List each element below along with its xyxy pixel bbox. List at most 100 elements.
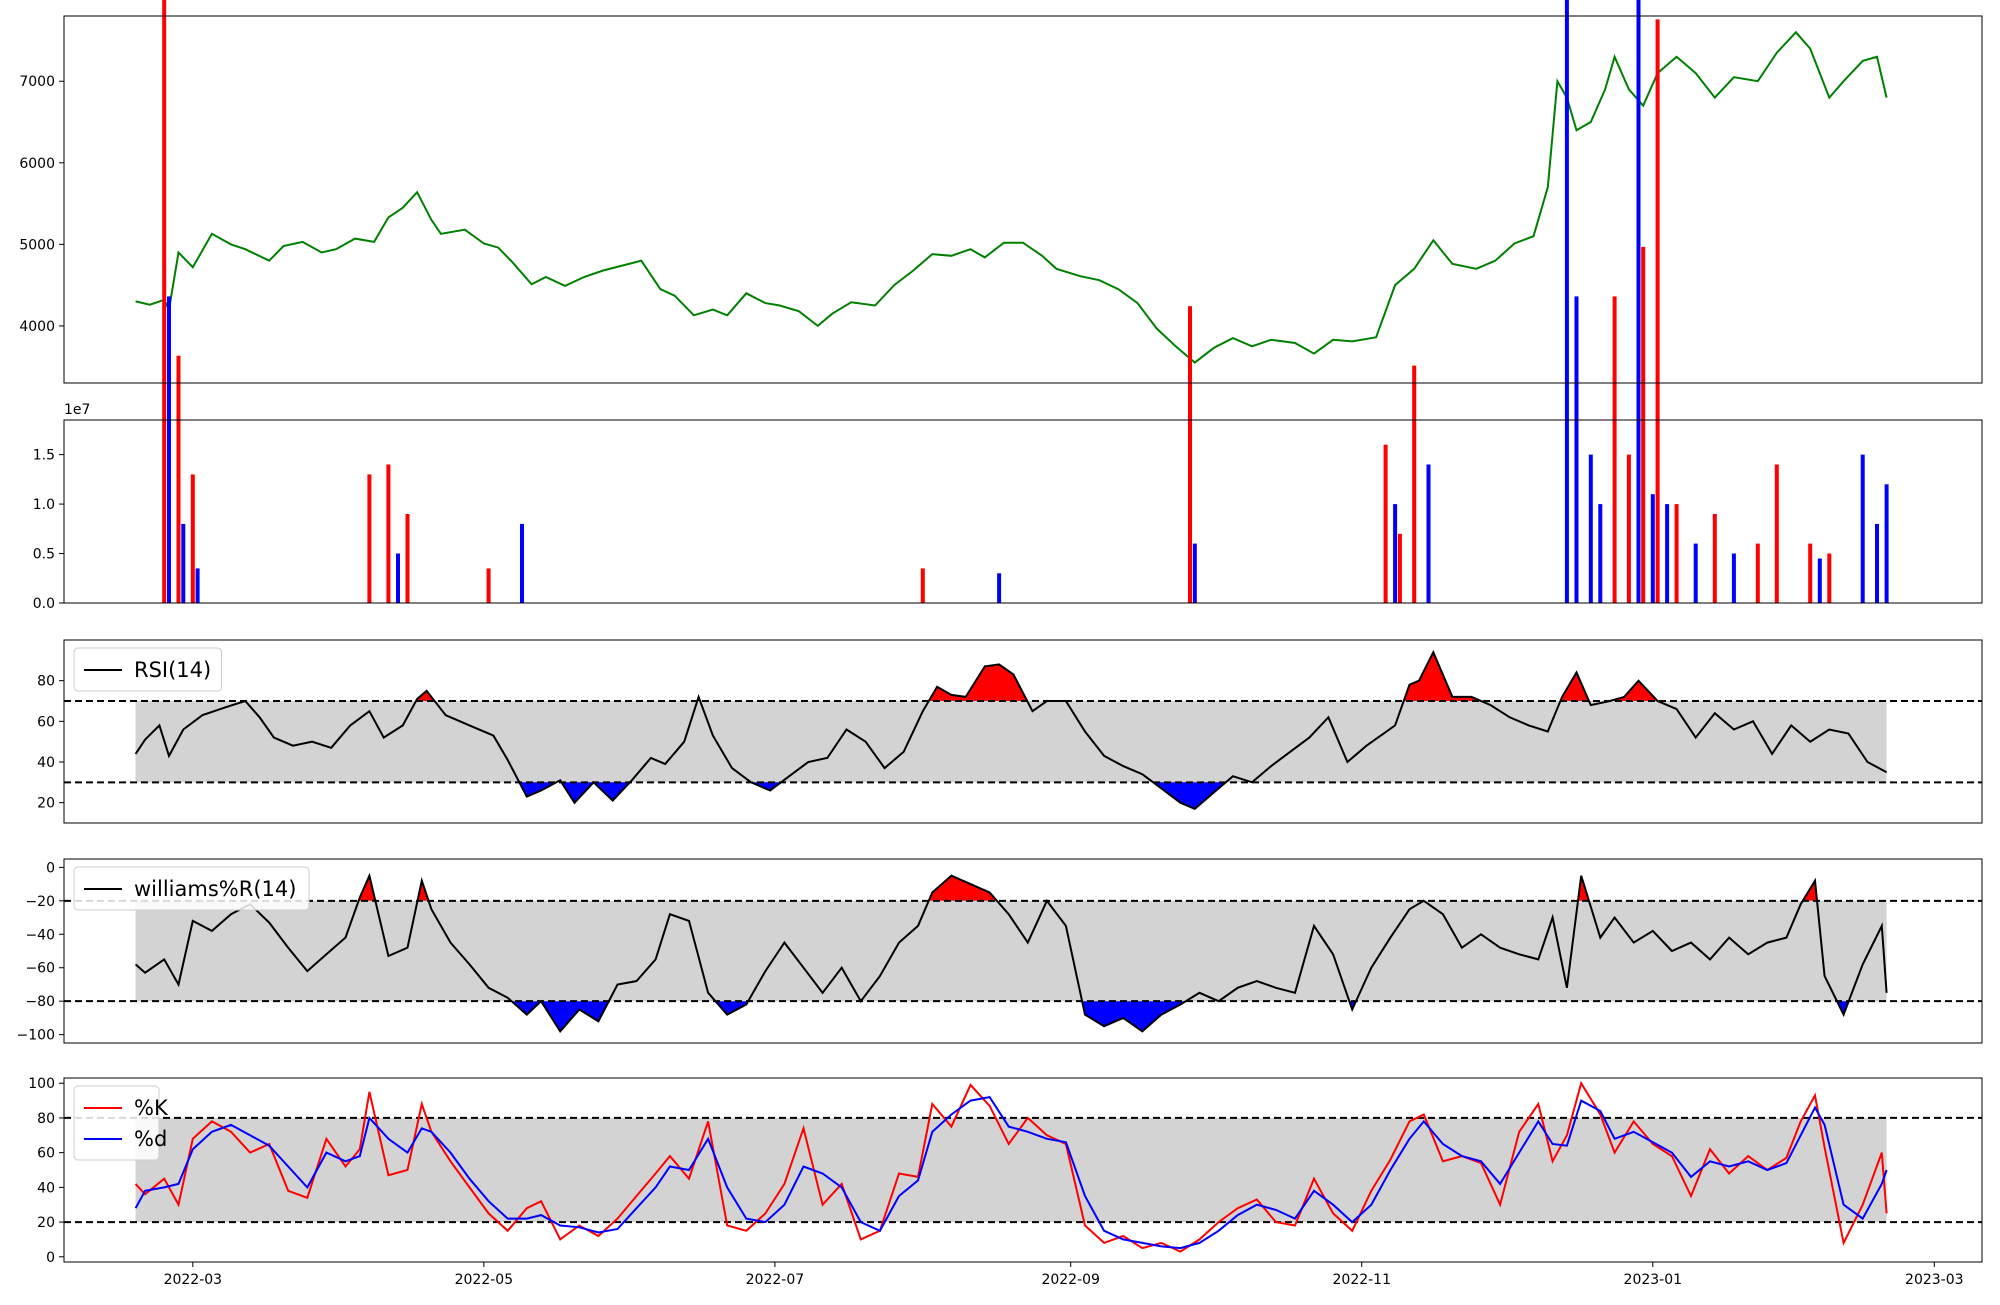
- stochastic-y-tick-label: 20: [37, 1215, 55, 1231]
- volume-y-tick-label: 0.5: [33, 547, 55, 563]
- stochastic-legend-box: [73, 1085, 160, 1161]
- volume-y-tick-label: 1.5: [33, 448, 55, 464]
- rsi-y-tick-label: 40: [37, 755, 55, 771]
- volume-bar: [1383, 444, 1388, 603]
- volume-bar: [367, 474, 372, 603]
- price-line: [135, 30, 1888, 364]
- volume-bar: [1588, 454, 1593, 603]
- volume-bar: [1693, 543, 1698, 603]
- x-tick-label: 2023-03: [1905, 1272, 1964, 1288]
- williams-oversold-fill: [541, 1001, 609, 1032]
- price-axes-frame: [63, 15, 1983, 384]
- rsi-legend-label: RSI(14): [134, 658, 211, 682]
- rsi-overbought-fill: [1403, 652, 1481, 701]
- volume-bar: [1641, 246, 1646, 603]
- x-tick-label: 2022-09: [1041, 1272, 1100, 1288]
- stochastic-y-tick-label: 0: [46, 1250, 55, 1266]
- price-y-tick-label: 4000: [19, 319, 55, 335]
- volume-bar: [1665, 504, 1670, 603]
- volume-bar: [386, 464, 391, 603]
- volume-bar: [1188, 306, 1192, 603]
- volume-bar: [1636, 0, 1641, 603]
- volume-bar: [1860, 454, 1865, 603]
- stochastic-legend-label: %K: [134, 1096, 169, 1120]
- stochastic-legend-label: %d: [134, 1127, 167, 1151]
- williams-y-tick-label: −100: [17, 1028, 55, 1044]
- williams-legend-label: williams%R(14): [134, 877, 296, 901]
- williams-overbought-fill: [358, 875, 376, 901]
- stochastic-d-line: [134, 1095, 1888, 1250]
- price-y-tick-label: 7000: [19, 74, 55, 90]
- volume-bar: [1426, 464, 1431, 603]
- volume-plot-area: [64, 420, 1982, 603]
- williams-overbought-fill: [928, 875, 997, 901]
- rsi-oversold-fill: [519, 782, 557, 797]
- stochastic-y-tick-label: 40: [37, 1180, 55, 1196]
- rsi-line: [134, 649, 1888, 810]
- stochastic-y-tick-label: 80: [37, 1111, 55, 1127]
- volume-bar: [1598, 504, 1603, 603]
- volume-bar: [405, 514, 410, 603]
- price-y-tick-label: 6000: [19, 156, 55, 172]
- price-y-tick-label: 5000: [19, 237, 55, 253]
- x-tick-label: 2022-03: [164, 1272, 223, 1288]
- volume-bar: [486, 568, 491, 603]
- williams-y-tick-label: −80: [25, 994, 55, 1010]
- williams-oversold-fill: [511, 1001, 542, 1015]
- volume-bar: [1655, 19, 1660, 603]
- volume-bar: [1884, 484, 1889, 603]
- williams-oversold-fill: [715, 1001, 749, 1015]
- williams-axes-frame: [63, 858, 1983, 1044]
- volume-bar: [1731, 553, 1736, 603]
- rsi-oversold-fill: [1153, 782, 1226, 809]
- volume-y-tick-label: 0.0: [33, 596, 55, 612]
- williams-line: [134, 872, 1888, 1033]
- rsi-axes-frame: [63, 639, 1983, 824]
- plot-layer: [64, 0, 1982, 1253]
- stochastic-y-tick-label: 60: [37, 1146, 55, 1162]
- volume-bar: [1650, 494, 1655, 603]
- rsi-oversold-fill: [751, 782, 781, 791]
- volume-bar: [1574, 296, 1579, 603]
- legend-layer: RSI(14) williams%R(14) %K %d: [73, 647, 310, 1161]
- volume-bar: [997, 573, 1002, 603]
- volume-bar: [1712, 514, 1717, 603]
- volume-bar: [1564, 0, 1569, 603]
- williams-y-tick-label: −60: [25, 961, 55, 977]
- stochastic-axes-frame: [63, 1077, 1983, 1263]
- volume-bar: [1774, 464, 1779, 603]
- volume-y-tick-label: 1.0: [33, 497, 55, 513]
- price-plot-area: [64, 16, 1982, 383]
- volume-bar: [1808, 543, 1813, 603]
- williams-y-tick-label: −20: [25, 894, 55, 910]
- rsi-overbought-fill: [1609, 680, 1658, 701]
- volume-offset-label: 1e7: [64, 402, 90, 418]
- volume-bar: [520, 523, 524, 603]
- rsi-overbought-fill: [1560, 672, 1589, 701]
- background-layer: [64, 16, 1982, 1262]
- volume-bar: [1626, 454, 1631, 603]
- volume-bar: [181, 523, 186, 603]
- x-tick-label: 2023-01: [1624, 1272, 1683, 1288]
- volume-bar: [1875, 523, 1879, 603]
- volume-bar: [1612, 296, 1617, 603]
- rsi-overbought-fill: [416, 690, 435, 701]
- volume-bar: [190, 474, 195, 603]
- williams-oversold-fill: [1837, 1001, 1849, 1015]
- williams-y-tick-label: −40: [25, 927, 55, 943]
- volume-bar: [396, 553, 400, 603]
- volume-bar: [176, 355, 181, 603]
- rsi-y-tick-label: 60: [37, 714, 55, 730]
- x-tick-label: 2022-07: [746, 1272, 805, 1288]
- stochastic-k-line: [134, 1080, 1888, 1253]
- volume-bar: [920, 568, 925, 603]
- stochastic-y-tick-label: 100: [28, 1076, 55, 1092]
- rsi-oversold-fill: [593, 782, 630, 801]
- volume-bar: [1192, 543, 1197, 603]
- volume-bar: [167, 296, 171, 603]
- rsi-neutral-band: [135, 701, 1887, 783]
- rsi-legend-box: [73, 647, 222, 692]
- volume-bar: [162, 0, 167, 603]
- rsi-y-tick-label: 80: [37, 674, 55, 690]
